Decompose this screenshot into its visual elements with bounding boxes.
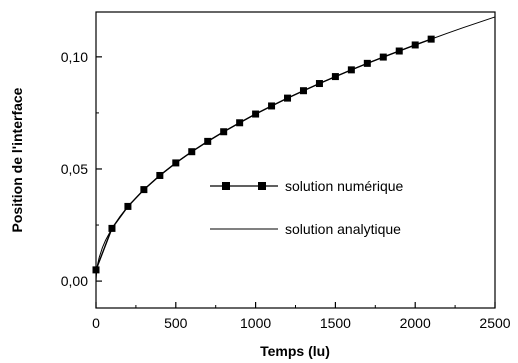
data-point-numerique	[331, 73, 339, 81]
legend-label-numerique: solution numérique	[285, 178, 404, 194]
data-point-numerique	[268, 102, 276, 110]
legend: solution numérique solution analytique	[210, 178, 404, 237]
x-tick-label: 1000	[240, 315, 271, 331]
data-point-numerique	[252, 110, 260, 118]
series-line-numerique	[95, 38, 432, 271]
series-line-analytique	[95, 16, 496, 282]
data-point-numerique	[236, 119, 244, 127]
data-point-numerique	[347, 66, 355, 74]
data-point-numerique	[188, 148, 196, 156]
data-point-numerique	[299, 87, 307, 95]
y-tick-label: 0,10	[61, 49, 88, 65]
x-tick-label: 2500	[479, 315, 510, 331]
data-point-numerique	[363, 59, 371, 67]
legend-marker-numerique-left	[222, 182, 230, 190]
data-point-numerique	[411, 41, 419, 49]
data-point-numerique	[315, 80, 323, 88]
y-axis-title: Position de l'interface	[9, 87, 25, 232]
data-point-numerique	[379, 53, 387, 61]
data-point-numerique	[108, 224, 116, 232]
series-layer	[92, 16, 496, 282]
plot-area-frame	[95, 11, 496, 309]
data-point-numerique	[124, 202, 132, 210]
data-point-numerique	[220, 128, 228, 136]
legend-label-analytique: solution analytique	[285, 221, 401, 237]
y-tick-label: 0,00	[61, 273, 88, 289]
data-point-numerique	[172, 159, 180, 167]
x-axis-title: Temps (lu)	[260, 343, 330, 359]
data-point-numerique	[140, 186, 148, 194]
data-point-numerique	[284, 94, 292, 102]
data-point-numerique	[427, 35, 435, 43]
y-tick-label: 0,05	[61, 161, 88, 177]
data-point-numerique	[204, 137, 212, 145]
x-tick-label: 500	[164, 315, 188, 331]
x-tick-label: 1500	[320, 315, 351, 331]
data-point-numerique	[156, 171, 164, 179]
x-tick-label: 2000	[400, 315, 431, 331]
ticks-layer: 0 500 1000 1500 2000 2500 0,00 0,05 0,10	[61, 49, 511, 331]
data-point-numerique	[395, 47, 403, 55]
x-tick-label: 0	[92, 315, 100, 331]
legend-marker-numerique-right	[258, 182, 266, 190]
